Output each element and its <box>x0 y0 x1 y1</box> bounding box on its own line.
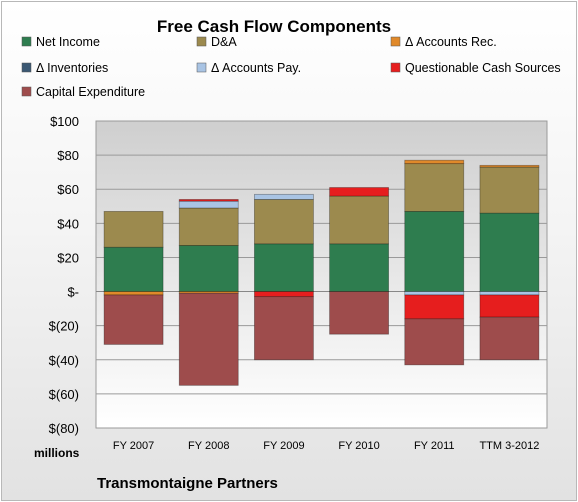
bar-segment <box>103 294 164 345</box>
bar-segment <box>103 246 164 292</box>
bar-segment <box>178 200 239 209</box>
bar-segment <box>404 291 465 296</box>
bar-segment <box>329 291 389 335</box>
bar-segment <box>178 207 239 246</box>
legend-swatch <box>390 36 401 47</box>
legend-label: Net Income <box>36 35 100 49</box>
bar-segment <box>479 291 540 296</box>
legend-item: Δ Accounts Pay. <box>196 61 301 75</box>
y-tick-label: $80 <box>57 148 79 163</box>
chart-title: Free Cash Flow Components <box>157 17 391 36</box>
y-tick-label: $20 <box>57 250 79 265</box>
bar-segment <box>254 243 314 292</box>
y-tick-label: $40 <box>57 216 79 231</box>
legend-label: Capital Expenditure <box>36 85 145 99</box>
x-tick-label: FY 2007 <box>113 440 154 452</box>
y-tick-label: $60 <box>57 182 79 197</box>
legend-label: Δ Accounts Rec. <box>405 35 497 49</box>
bar-segment <box>178 199 239 202</box>
legend-swatch <box>21 62 32 73</box>
gridlines <box>96 154 547 395</box>
x-tick-label: FY 2011 <box>414 440 455 452</box>
legend-label: Δ Accounts Pay. <box>211 61 301 75</box>
x-tick-label: FY 2008 <box>188 440 229 452</box>
bar-segment <box>329 187 389 197</box>
legend-label: Questionable Cash Sources <box>405 61 561 75</box>
bar-segment <box>103 210 164 248</box>
legend-item: Δ Inventories <box>21 61 108 75</box>
bar-segment <box>479 294 540 318</box>
plot-area <box>95 120 548 429</box>
y-tick-label: $100 <box>50 114 79 129</box>
y-tick-label: $(20) <box>49 319 79 334</box>
legend-item: D&A <box>196 35 237 49</box>
bar-segment <box>254 296 314 361</box>
bar-segment <box>254 193 314 200</box>
legend-item: Capital Expenditure <box>21 85 145 99</box>
bar-segment <box>329 195 389 245</box>
x-axis: FY 2007 FY 2008 FY 2009 FY 2010 FY 2011 TTM 3… <box>113 440 539 452</box>
y-tick-label: $(60) <box>49 387 79 402</box>
bars <box>103 159 540 386</box>
y-tick-label: $- <box>67 285 79 300</box>
x-tick-label: TTM 3-2012 <box>479 440 539 452</box>
y-tick-label: $(80) <box>49 421 79 436</box>
legend-item: Net Income <box>21 35 100 49</box>
bar-segment <box>479 316 540 361</box>
bar-segment <box>404 159 465 165</box>
bar-segment <box>103 291 164 296</box>
legend: Net Income D&A Δ Accounts Rec. Δ Inventorie… <box>21 35 561 99</box>
bar-segment <box>178 292 239 386</box>
x-tick-label: FY 2010 <box>338 440 379 452</box>
bar-segment <box>404 294 465 320</box>
legend-swatch <box>196 62 207 73</box>
company-name: Transmontaigne Partners <box>97 475 278 492</box>
bar-segment <box>178 245 239 292</box>
x-tick-label: FY 2009 <box>263 440 304 452</box>
legend-swatch <box>21 36 32 47</box>
unit-label: millions <box>34 446 80 460</box>
bar-segment <box>254 199 314 245</box>
y-tick-label: $(40) <box>49 353 79 368</box>
bar-segment <box>404 318 465 366</box>
legend-swatch <box>390 62 401 73</box>
bar-segment <box>479 212 540 292</box>
legend-item: Questionable Cash Sources <box>390 61 561 75</box>
legend-swatch <box>21 86 32 97</box>
bar-segment <box>479 164 540 168</box>
bar-segment <box>329 243 389 292</box>
bar-segment <box>479 166 540 214</box>
bar-segment <box>404 163 465 212</box>
legend-swatch <box>196 36 207 47</box>
legend-item: Δ Accounts Rec. <box>390 35 497 49</box>
y-axis: $100 $80 $60 $40 $20 $- $(20) $(40) $(60) $(80) <box>49 114 79 436</box>
bar-segment <box>254 291 314 298</box>
legend-label: Δ Inventories <box>36 61 108 75</box>
legend-label: D&A <box>211 35 237 49</box>
bar-segment <box>404 210 465 292</box>
